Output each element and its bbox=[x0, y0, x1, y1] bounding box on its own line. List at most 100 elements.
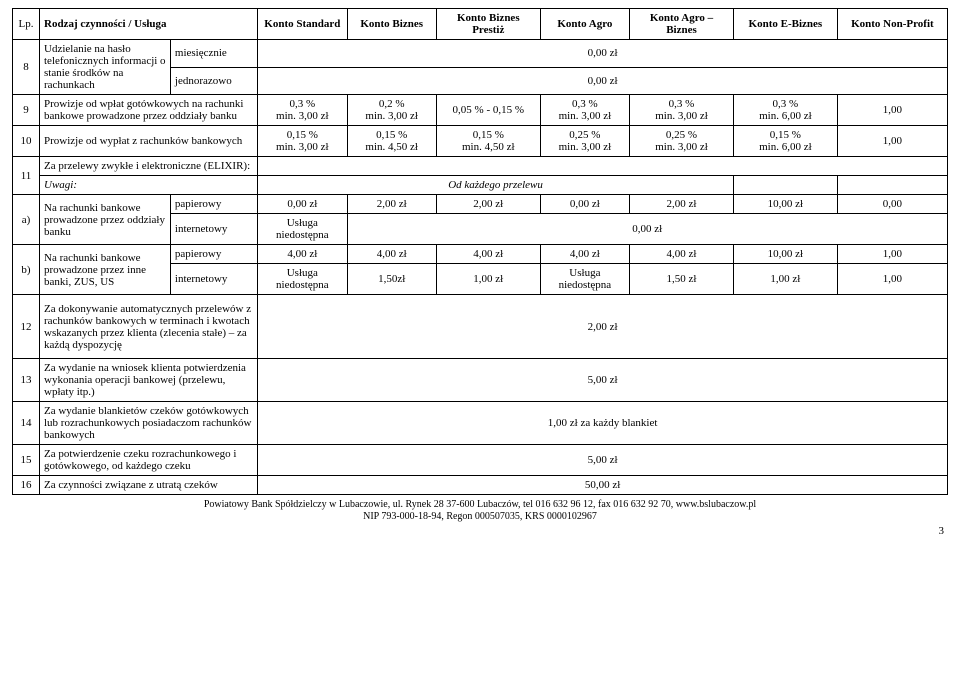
r9-desc: Prowizje od wpłat gotówkowych na rachunk… bbox=[40, 95, 258, 126]
ra-p7: 0,00 bbox=[837, 195, 947, 214]
r14-v: 1,00 zł za każdy blankiet bbox=[258, 402, 948, 445]
r9-c7: 1,00 bbox=[837, 95, 947, 126]
r11-uwagi: Uwagi: bbox=[40, 176, 258, 195]
row-10: 10 Prowizje od wypłat z rachunków bankow… bbox=[13, 126, 948, 157]
r10-c5: 0,25 % min. 3,00 zł bbox=[630, 126, 734, 157]
r11-lp: 11 bbox=[13, 157, 40, 195]
r15-lp: 15 bbox=[13, 445, 40, 476]
r10-c1: 0,15 % min. 3,00 zł bbox=[258, 126, 347, 157]
rb-p6: 10,00 zł bbox=[733, 245, 837, 264]
ra-p4: 0,00 zł bbox=[540, 195, 629, 214]
row-12: 12 Za dokonywanie automatycznych przelew… bbox=[13, 295, 948, 359]
r9-c1: 0,3 % min. 3,00 zł bbox=[258, 95, 347, 126]
footer: Powiatowy Bank Spółdzielczy w Lubaczowie… bbox=[12, 499, 948, 523]
page-number: 3 bbox=[12, 525, 948, 537]
r9-c2: 0,2 % min. 3,00 zł bbox=[347, 95, 436, 126]
r12-v: 2,00 zł bbox=[258, 295, 948, 359]
r11-blank bbox=[258, 157, 948, 176]
r9-c6: 0,3 % min. 6,00 zł bbox=[733, 95, 837, 126]
r15-v: 5,00 zł bbox=[258, 445, 948, 476]
r11-uw-b2 bbox=[837, 176, 947, 195]
r8-sub2: jednorazowo bbox=[170, 67, 257, 95]
rb-i6: 1,00 zł bbox=[733, 264, 837, 295]
r9-c5: 0,3 % min. 3,00 zł bbox=[630, 95, 734, 126]
r14-desc: Za wydanie blankietów czeków gotówkowych… bbox=[40, 402, 258, 445]
rb-i3: 1,00 zł bbox=[436, 264, 540, 295]
row-9: 9 Prowizje od wpłat gotówkowych na rachu… bbox=[13, 95, 948, 126]
rb-sub2: internetowy bbox=[170, 264, 257, 295]
r8-sub1: miesięcznie bbox=[170, 40, 257, 68]
h-c3: Konto Biznes Prestiż bbox=[436, 9, 540, 40]
ra-i1: Usługa niedostępna bbox=[258, 214, 347, 245]
row-16: 16 Za czynności związane z utratą czeków… bbox=[13, 476, 948, 495]
r12-desc: Za dokonywanie automatycznych przelewów … bbox=[40, 295, 258, 359]
fee-table: Lp. Rodzaj czynności / Usługa Konto Stan… bbox=[12, 8, 948, 495]
row-b-paper: b) Na rachunki bankowe prowadzone przez … bbox=[13, 245, 948, 264]
r11-desc: Za przelewy zwykłe i elektroniczne (ELIX… bbox=[40, 157, 258, 176]
row-11-uwagi: Uwagi: Od każdego przelewu bbox=[13, 176, 948, 195]
ra-irest: 0,00 zł bbox=[347, 214, 948, 245]
r16-lp: 16 bbox=[13, 476, 40, 495]
r9-c3: 0,05 % - 0,15 % bbox=[436, 95, 540, 126]
h-c1: Konto Standard bbox=[258, 9, 347, 40]
row-14: 14 Za wydanie blankietów czeków gotówkow… bbox=[13, 402, 948, 445]
r10-desc: Prowizje od wypłat z rachunków bankowych bbox=[40, 126, 258, 157]
r11-uw-b1 bbox=[733, 176, 837, 195]
r9-lp: 9 bbox=[13, 95, 40, 126]
ra-p5: 2,00 zł bbox=[630, 195, 734, 214]
row-11: 11 Za przelewy zwykłe i elektroniczne (E… bbox=[13, 157, 948, 176]
rb-sub1: papierowy bbox=[170, 245, 257, 264]
r8-lp: 8 bbox=[13, 40, 40, 95]
r8-desc: Udzielanie na hasło telefonicznych infor… bbox=[40, 40, 171, 95]
ra-lp: a) bbox=[13, 195, 40, 245]
rb-p7: 1,00 bbox=[837, 245, 947, 264]
r10-c6: 0,15 % min. 6,00 zł bbox=[733, 126, 837, 157]
ra-p3: 2,00 zł bbox=[436, 195, 540, 214]
ra-sub2: internetowy bbox=[170, 214, 257, 245]
rb-i1: Usługa niedostępna bbox=[258, 264, 347, 295]
h-c5: Konto Agro – Biznes bbox=[630, 9, 734, 40]
rb-p1: 4,00 zł bbox=[258, 245, 347, 264]
r13-desc: Za wydanie na wniosek klienta potwierdze… bbox=[40, 359, 258, 402]
r8-v2: 0,00 zł bbox=[258, 67, 948, 95]
footer-line2: NIP 793-000-18-94, Regon 000507035, KRS … bbox=[12, 511, 948, 523]
r10-c3: 0,15 % min. 4,50 zł bbox=[436, 126, 540, 157]
r15-desc: Za potwierdzenie czeku rozrachunkowego i… bbox=[40, 445, 258, 476]
header-row: Lp. Rodzaj czynności / Usługa Konto Stan… bbox=[13, 9, 948, 40]
ra-p6: 10,00 zł bbox=[733, 195, 837, 214]
rb-p3: 4,00 zł bbox=[436, 245, 540, 264]
footer-line1: Powiatowy Bank Spółdzielczy w Lubaczowie… bbox=[12, 499, 948, 511]
r10-lp: 10 bbox=[13, 126, 40, 157]
h-c4: Konto Agro bbox=[540, 9, 629, 40]
r13-lp: 13 bbox=[13, 359, 40, 402]
rb-i5: 1,50 zł bbox=[630, 264, 734, 295]
rb-desc: Na rachunki bankowe prowadzone przez inn… bbox=[40, 245, 171, 295]
rb-p2: 4,00 zł bbox=[347, 245, 436, 264]
rb-p5: 4,00 zł bbox=[630, 245, 734, 264]
r8-v1: 0,00 zł bbox=[258, 40, 948, 68]
r11-uwagi-v: Od każdego przelewu bbox=[258, 176, 734, 195]
row-13: 13 Za wydanie na wniosek klienta potwier… bbox=[13, 359, 948, 402]
r13-v: 5,00 zł bbox=[258, 359, 948, 402]
row-8a: 8 Udzielanie na hasło telefonicznych inf… bbox=[13, 40, 948, 68]
r16-desc: Za czynności związane z utratą czeków bbox=[40, 476, 258, 495]
rb-i7: 1,00 bbox=[837, 264, 947, 295]
r16-v: 50,00 zł bbox=[258, 476, 948, 495]
rb-lp: b) bbox=[13, 245, 40, 295]
rb-p4: 4,00 zł bbox=[540, 245, 629, 264]
r9-c4: 0,3 % min. 3,00 zł bbox=[540, 95, 629, 126]
row-15: 15 Za potwierdzenie czeku rozrachunkoweg… bbox=[13, 445, 948, 476]
h-c2: Konto Biznes bbox=[347, 9, 436, 40]
r12-lp: 12 bbox=[13, 295, 40, 359]
r10-c2: 0,15 % min. 4,50 zł bbox=[347, 126, 436, 157]
ra-p1: 0,00 zł bbox=[258, 195, 347, 214]
r10-c7: 1,00 bbox=[837, 126, 947, 157]
h-lp: Lp. bbox=[13, 9, 40, 40]
ra-desc: Na rachunki bankowe prowadzone przez odd… bbox=[40, 195, 171, 245]
row-a-paper: a) Na rachunki bankowe prowadzone przez … bbox=[13, 195, 948, 214]
h-desc: Rodzaj czynności / Usługa bbox=[40, 9, 258, 40]
rb-i4: Usługa niedostępna bbox=[540, 264, 629, 295]
h-c7: Konto Non-Profit bbox=[837, 9, 947, 40]
ra-sub1: papierowy bbox=[170, 195, 257, 214]
ra-p2: 2,00 zł bbox=[347, 195, 436, 214]
